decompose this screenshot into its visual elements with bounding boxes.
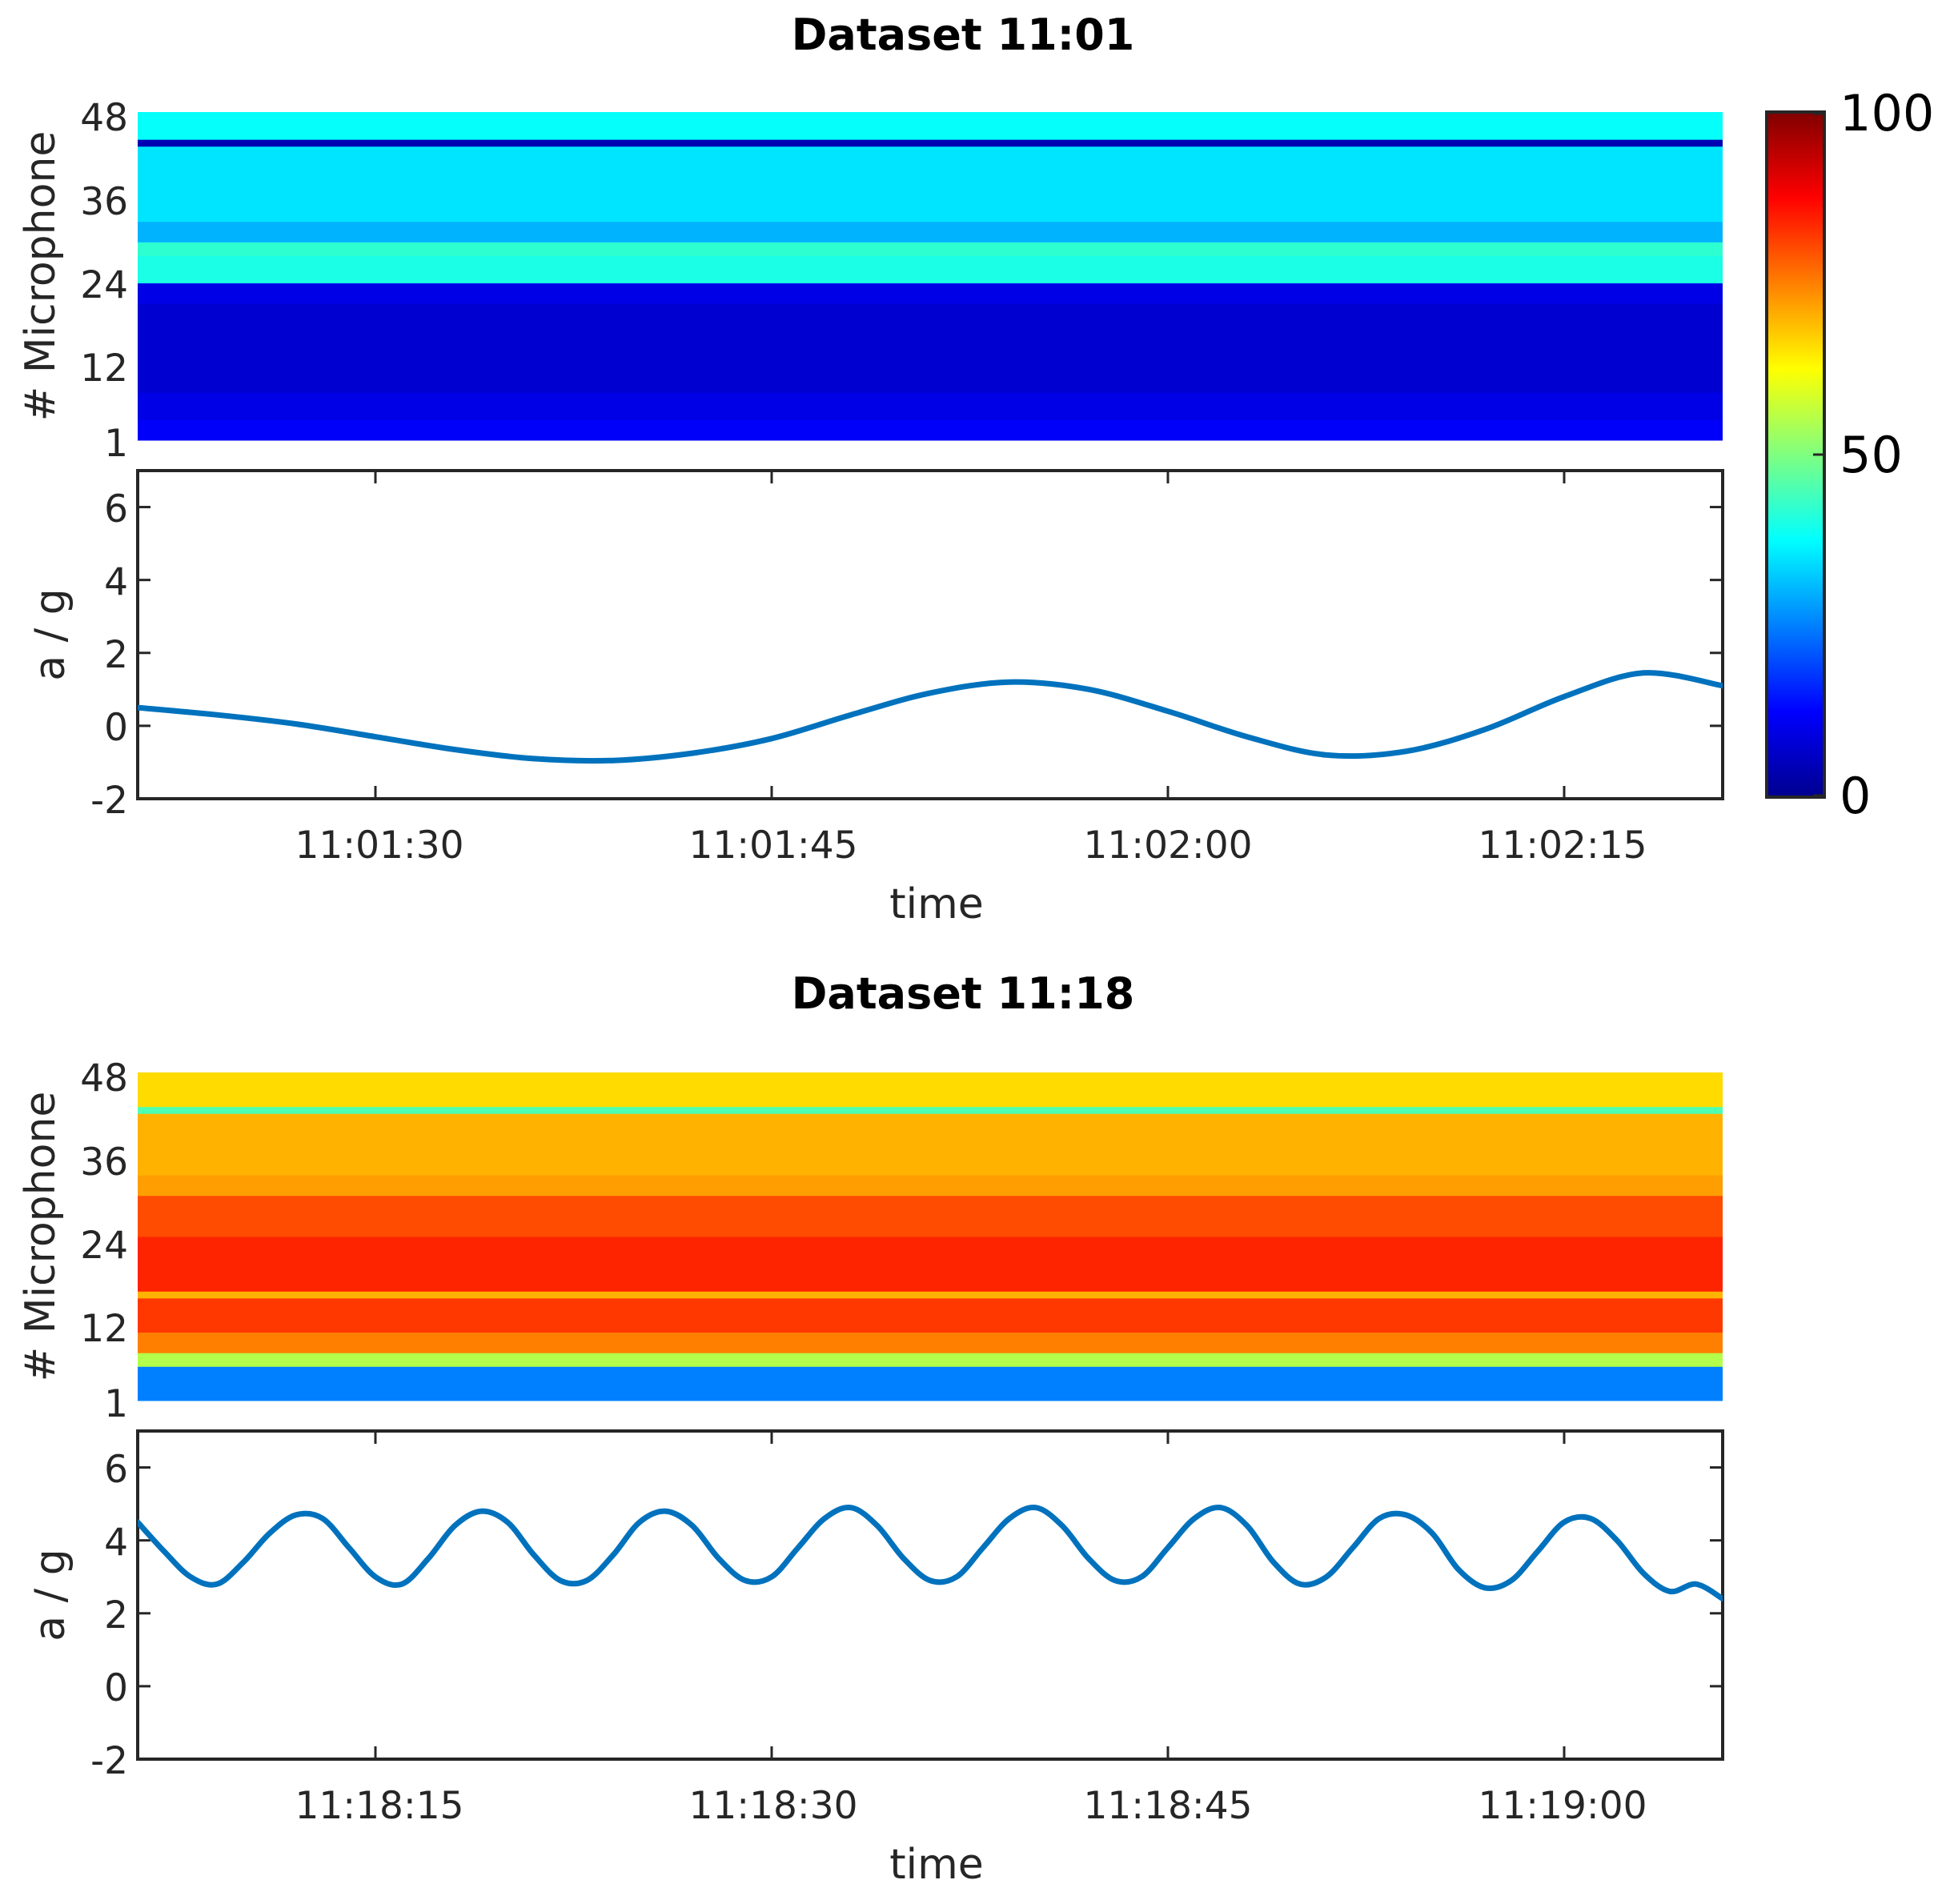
line-plot-1-xlabel: time — [889, 880, 983, 928]
line-plot-1-series — [138, 670, 1723, 764]
heatmap-band-3 — [138, 283, 1723, 304]
heatmap-band-9 — [138, 112, 1723, 140]
heatmap-band-10 — [138, 1072, 1723, 1108]
line-plot-1-ytick-6: 6 — [104, 487, 128, 531]
heatmap-band-2 — [138, 1332, 1723, 1353]
heatmap-band-2 — [138, 303, 1723, 393]
line-plot-2-series — [138, 1504, 1723, 1602]
heatmap-1-ylabel: # Microphone — [17, 131, 65, 422]
colorbar-label-50: 50 — [1840, 426, 1903, 484]
chart-title-2: Dataset 11:18 — [792, 968, 1135, 1019]
line-plot-2-xtick-0: 11:18:15 — [295, 1784, 463, 1828]
heatmap-1-ytick-1: 1 — [104, 422, 128, 466]
line-plot-2-ytick-m2: -2 — [90, 1739, 128, 1783]
line-plot-1-ylabel: a / g — [26, 588, 74, 680]
line-plot-2-xtick-3: 11:19:00 — [1478, 1784, 1647, 1828]
line-plot-2-ytick-4: 4 — [104, 1521, 128, 1565]
heatmap-band-7 — [138, 1175, 1723, 1197]
heatmap-band-6 — [138, 1195, 1723, 1237]
heatmap-1-ytick-24: 24 — [80, 263, 128, 307]
colorbar-label-100: 100 — [1840, 84, 1934, 142]
heatmap-band-3 — [138, 1297, 1723, 1333]
heatmap-1-ytick-48: 48 — [80, 96, 128, 140]
heatmap-2-ytick-24: 24 — [80, 1224, 128, 1268]
line-plot-2-axes — [136, 1429, 1724, 1761]
heatmap-2-ytick-1: 1 — [104, 1382, 128, 1426]
line-plot-1-ytick-2: 2 — [104, 633, 128, 677]
line-plot-2 — [136, 1429, 1724, 1761]
heatmap-band-5 — [138, 1237, 1723, 1292]
line-plot-1-xtick-3: 11:02:15 — [1478, 824, 1647, 868]
heatmap-band-5 — [138, 242, 1723, 256]
heatmap-2-ytick-12: 12 — [80, 1307, 128, 1351]
colorbar-label-0: 0 — [1840, 767, 1871, 825]
line-plot-2-ylabel: a / g — [26, 1549, 74, 1641]
heatmap-band-0 — [138, 1366, 1723, 1401]
line-plot-1 — [136, 469, 1724, 800]
heatmap-2-ytick-36: 36 — [80, 1140, 128, 1184]
heatmap-band-0 — [138, 419, 1723, 441]
line-plot-2-xtick-2: 11:18:45 — [1083, 1784, 1252, 1828]
heatmap-band-6 — [138, 221, 1723, 243]
line-plot-1-xtick-2: 11:02:00 — [1083, 824, 1252, 868]
line-plot-2-xlabel: time — [889, 1841, 983, 1889]
line-plot-2-xtick-1: 11:18:30 — [688, 1784, 857, 1828]
heatmap-2-ylabel: # Microphone — [17, 1092, 65, 1382]
line-plot-1-xtick-0: 11:01:30 — [295, 824, 463, 868]
heatmap-band-1 — [138, 392, 1723, 420]
heatmap-band-4 — [138, 255, 1723, 284]
line-plot-2-ytick-6: 6 — [104, 1448, 128, 1492]
line-plot-1-axes — [136, 469, 1724, 800]
heatmap-1-ytick-12: 12 — [80, 347, 128, 391]
line-plot-2-ytick-2: 2 — [104, 1593, 128, 1637]
chart-title-1: Dataset 11:01 — [792, 10, 1135, 60]
line-plot-1-ytick-4: 4 — [104, 560, 128, 604]
line-plot-1-xtick-1: 11:01:45 — [688, 824, 857, 868]
heatmap-band-4 — [138, 1291, 1723, 1299]
heatmap-band-7 — [138, 146, 1723, 222]
heatmap-2 — [138, 1072, 1723, 1401]
line-plot-1-ytick-m2: -2 — [90, 779, 128, 823]
heatmap-band-9 — [138, 1106, 1723, 1114]
heatmap-2-ytick-48: 48 — [80, 1056, 128, 1100]
heatmap-1-ytick-36: 36 — [80, 180, 128, 224]
heatmap-band-1 — [138, 1353, 1723, 1367]
heatmap-band-8 — [138, 139, 1723, 147]
heatmap-band-8 — [138, 1113, 1723, 1176]
line-plot-2-ytick-0: 0 — [104, 1666, 128, 1710]
line-plot-1-ytick-0: 0 — [104, 706, 128, 750]
heatmap-1 — [138, 112, 1723, 441]
